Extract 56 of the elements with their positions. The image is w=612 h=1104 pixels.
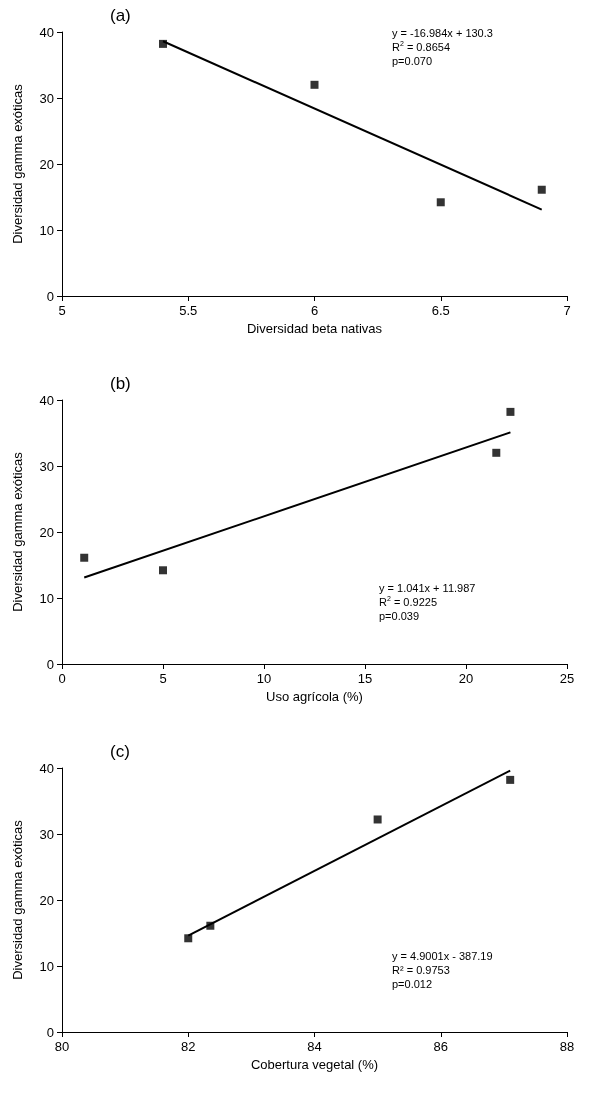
chart-title: (c) <box>110 742 130 761</box>
x-tick-label: 6 <box>310 303 319 318</box>
x-tick-label: 5 <box>58 303 66 318</box>
point <box>80 553 89 562</box>
x-tick-label: 5.5 <box>179 303 198 318</box>
y-tick-label: 40 <box>39 24 54 40</box>
x-tick-label: 84 <box>307 1039 322 1054</box>
annotation: R² = 0.9753 <box>392 964 450 976</box>
y-tick-label: 20 <box>39 524 54 540</box>
x-tick-label: 7 <box>563 303 571 318</box>
point <box>492 448 501 457</box>
annotation: y = 4.9001x - 387.19 <box>392 950 493 962</box>
y-tick-label: 20 <box>39 892 54 908</box>
y-tick-label: 20 <box>39 156 54 172</box>
y-tick-label: 40 <box>39 760 54 776</box>
point <box>506 775 515 784</box>
chart-title: (a) <box>110 6 131 25</box>
annotation: p=0.039 <box>379 610 420 622</box>
annotation: y = -16.984x + 130.3 <box>392 27 493 39</box>
y-tick-label: 0 <box>46 288 54 304</box>
point <box>436 198 445 207</box>
y-tick-label: 0 <box>46 1024 54 1040</box>
x-axis-title: Cobertura vegetal (%) <box>250 1056 379 1072</box>
x-tick-label: 5 <box>159 671 167 686</box>
x-tick-label: 88 <box>559 1039 575 1054</box>
x-tick-label: 82 <box>181 1039 196 1054</box>
point <box>373 815 382 824</box>
y-tick-label: 30 <box>39 458 54 474</box>
point <box>506 407 515 416</box>
y-tick-label: 10 <box>39 958 54 974</box>
x-tick-label: 15 <box>357 671 373 686</box>
x-axis-title: Uso agrícola (%) <box>266 688 363 704</box>
y-tick-label: 0 <box>46 656 54 672</box>
x-tick-label: 6.5 <box>431 303 450 318</box>
y-tick-label: 30 <box>39 90 54 106</box>
y-axis-title: Diversidad gamma exóticas <box>10 819 25 980</box>
annotation: y = 1.041x + 11.987 <box>379 582 476 594</box>
point <box>159 566 167 575</box>
y-axis-title: Diversidad gamma exóticas <box>10 83 25 244</box>
annotation: p=0.012 <box>392 978 433 990</box>
chart-title: (b) <box>110 374 131 393</box>
x-tick-label: 10 <box>256 671 272 686</box>
y-tick-label: 40 <box>39 392 54 408</box>
point <box>537 185 546 194</box>
y-axis-title: Diversidad gamma exóticas <box>10 451 25 612</box>
y-tick-label: 10 <box>39 222 54 238</box>
x-tick-label: 25 <box>559 671 575 686</box>
y-tick-label: 10 <box>39 590 54 606</box>
x-tick-label: 80 <box>54 1039 70 1054</box>
point <box>310 80 319 89</box>
annotation: p=0.070 <box>392 55 433 67</box>
x-axis-title: Diversidad beta nativas <box>246 320 383 336</box>
x-tick-label: 86 <box>433 1039 448 1054</box>
x-tick-label: 20 <box>458 671 474 686</box>
y-tick-label: 30 <box>39 826 54 842</box>
x-tick-label: 0 <box>58 671 66 686</box>
